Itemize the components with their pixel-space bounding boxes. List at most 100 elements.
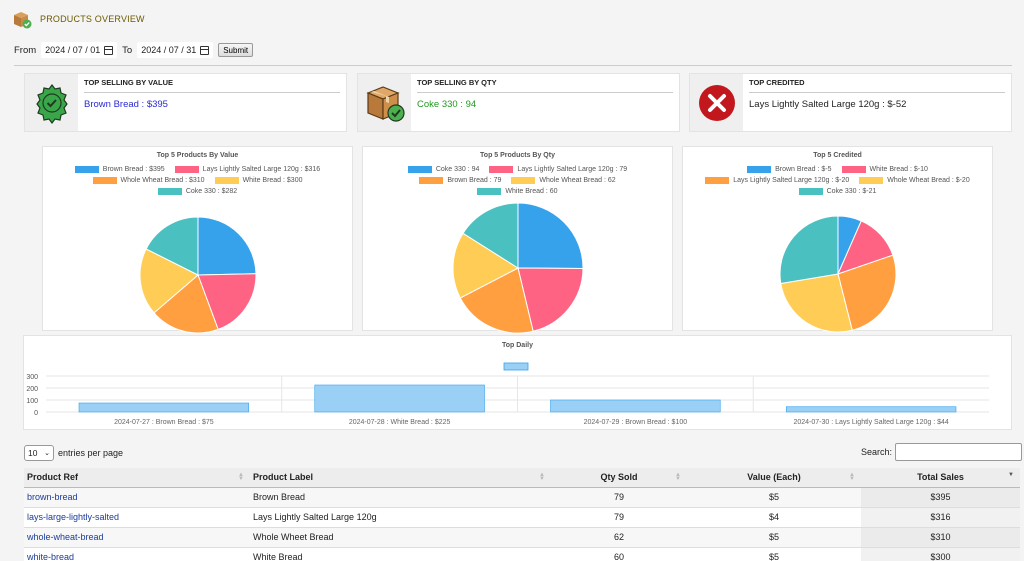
product-ref-link[interactable]: lays-large-lightly-salted [27,512,120,522]
to-date-input[interactable]: 2024 / 07 / 31 [137,42,214,58]
cell-total-sales: $316 [861,507,1020,528]
col-total-sales[interactable]: Total Sales ▼ [861,468,1020,488]
legend-item[interactable]: Coke 330 : 94 [407,166,479,173]
page-size-select[interactable]: 10 ⌄ [24,445,54,461]
chart-title: Top 5 Credited [813,152,862,159]
from-date-input[interactable]: 2024 / 07 / 01 [41,42,118,58]
cell-product-label: Brown Bread [250,487,551,508]
legend-item[interactable]: White Bread : $-10 [841,166,928,173]
legend-swatch [503,362,529,371]
sort-icon[interactable]: ▼ [1008,472,1014,478]
cell-qty-sold: 62 [551,527,687,548]
legend-label: Lays Lightly Salted Large 120g : $-20 [733,177,850,184]
search-label: Search: [860,447,892,457]
table-row: white-bread White Bread 60 $5 $300 [24,547,1020,561]
to-label: To [122,44,133,56]
cell-product-label: White Bread [250,547,551,561]
products-table: Product Ref ▲ ▼ Product Label ▲ ▼ Qty Sold ▲ ▼… [24,468,1020,561]
bar-chart-daily: Top Daily 0 100 200 300 2024-07-27 : Brown B… [23,335,1012,430]
card-icon-cell [690,74,743,131]
cell-value-each: $5 [687,487,861,508]
page-size-value: 10 [28,448,38,458]
to-date-value: 2024 / 07 / 31 [141,45,197,55]
product-ref-link[interactable]: whole-wheat-bread [27,532,104,542]
card-body: TOP SELLING BY QTY Coke 330 : 94 [411,74,679,131]
pie-slice[interactable] [196,273,256,331]
bar-svg: 0 100 200 300 2024-07-27 : Brown Bread : $75… [26,362,989,426]
header-label: Total Sales [917,472,964,483]
y-tick-label: 300 [26,374,38,381]
col-qty-sold[interactable]: Qty Sold ▲ ▼ [551,468,687,488]
col-product-label[interactable]: Product Label ▲ ▼ [250,468,551,488]
legend-label: Coke 330 : $282 [185,188,238,195]
legend-label: Whole Wheat Bread : 62 [539,177,616,184]
chart-legend: Brown Bread : $395 Lays Lightly Salted La… [63,166,332,195]
pie-slice[interactable] [139,248,199,314]
legend-item[interactable]: White Bread : 60 [477,188,558,195]
sort-icon[interactable]: ▲ ▼ [539,472,545,482]
sort-icon[interactable]: ▲ ▼ [675,472,681,482]
table-row: brown-bread Brown Bread 79 $5 $395 [24,487,1020,508]
pie-slice[interactable] [779,273,853,333]
legend-swatch [859,177,884,184]
sort-icon[interactable]: ▲ ▼ [849,472,855,482]
legend-item[interactable]: Lays Lightly Salted Large 120g : $316 [174,166,320,173]
calendar-icon[interactable] [200,45,210,55]
legend-item[interactable]: Whole Wheat Bread : $310 [92,177,205,184]
pie-slice[interactable] [452,232,519,299]
chart-title: Top Daily [502,342,533,349]
pie-svg [452,202,584,334]
legend-item[interactable]: Lays Lightly Salted Large 120g : $-20 [705,177,849,184]
pie-slice[interactable] [779,215,838,285]
legend-swatch [419,177,444,184]
legend-item[interactable]: Brown Bread : $-5 [747,166,832,173]
chart-title: Top 5 Products By Value [156,152,239,159]
legend-item[interactable]: Brown Bread : 79 [419,177,501,184]
table-row: lays-large-lightly-salted Lays Lightly Sa… [24,507,1020,528]
col-product-ref[interactable]: Product Ref ▲ ▼ [24,468,250,488]
pie-slice[interactable] [517,202,583,270]
pie-slice[interactable] [516,267,584,332]
legend-swatch [489,166,514,173]
pie-slice[interactable] [461,202,518,269]
pie-slice[interactable] [836,254,896,331]
legend-label: Brown Bread : 79 [447,177,502,184]
legend-label: Coke 330 : $-21 [826,188,877,195]
product-ref-link[interactable]: white-bread [27,552,75,561]
legend-item[interactable]: Coke 330 : $282 [157,188,238,195]
cell-product-ref: whole-wheat-bread [24,527,250,548]
legend-label: White Bread : $-10 [869,166,928,173]
legend-swatch [747,166,772,173]
legend-swatch [798,188,823,195]
product-ref-link[interactable]: brown-bread [27,492,78,502]
card-top-credited: TOP CREDITED Lays Lightly Salted Large 1… [689,73,1012,132]
calendar-icon[interactable] [104,45,114,55]
legend-item[interactable]: Whole Wheat Bread : $-20 [859,177,970,184]
pie-slice[interactable] [144,216,198,276]
pie-slice[interactable] [152,274,219,334]
x-tick-label: 2024-07-30 : Lays Lightly Salted Large 1… [793,419,948,426]
cell-qty-sold: 79 [551,507,687,528]
card-title: TOP SELLING BY QTY [417,78,673,93]
legend-item[interactable]: Coke 330 : $-21 [798,188,877,195]
page-header: PRODUCTS OVERVIEW [12,8,145,30]
legend-item[interactable]: Whole Wheat Bread : 62 [511,177,616,184]
cell-product-ref: lays-large-lightly-salted [24,507,250,528]
legend-swatch [214,177,239,184]
legend-item[interactable]: White Bread : $300 [214,177,303,184]
pie-slice[interactable] [197,216,256,276]
col-value-each[interactable]: Value (Each) ▲ ▼ [687,468,861,488]
search-input[interactable] [895,443,1022,461]
pie-slice[interactable] [459,267,534,334]
card-top-value: TOP SELLING BY VALUE Brown Bread : $395 [24,73,347,132]
sort-icon[interactable]: ▲ ▼ [238,472,244,482]
card-value: Lays Lightly Salted Large 120g : $-52 [749,99,907,110]
x-tick-label: 2024-07-29 : Brown Bread : $100 [584,419,688,426]
entries-label: entries per page [58,448,124,458]
legend-item[interactable]: Lays Lightly Salted Large 120g : 79 [489,166,627,173]
legend-item[interactable]: Brown Bread : $395 [74,166,165,173]
legend-swatch [157,188,182,195]
submit-button[interactable]: Submit [218,43,254,57]
legend-swatch [841,166,866,173]
card-title: TOP SELLING BY VALUE [84,78,340,93]
